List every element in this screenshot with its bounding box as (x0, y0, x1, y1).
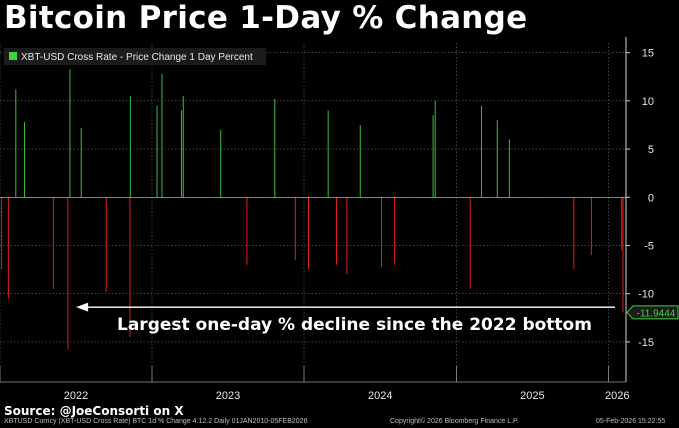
bar (67, 197, 69, 350)
bar (621, 197, 623, 251)
price-change-chart: 15 10 5 0 -5 -10 -15 2022 2023 2024 2025 2026 XBT-U… (0, 37, 679, 400)
bar (182, 96, 184, 198)
legend-label: XBT-USD Cross Rate - Price Change 1 Day … (21, 52, 253, 63)
legend-swatch (9, 52, 17, 60)
y-tick-label: -5 (644, 240, 654, 252)
bar (181, 110, 183, 198)
x-tick-label: 2026 (605, 390, 629, 400)
bar (161, 73, 163, 198)
bar (105, 197, 107, 292)
bar (381, 197, 382, 267)
bar (432, 115, 434, 198)
source-credit: Source: @JoeConsorti on X (4, 404, 184, 418)
bar (308, 197, 310, 270)
y-tick-label: 15 (642, 48, 654, 60)
footer-timestamp: 05-Feb-2026 15:22:55 (596, 418, 666, 425)
footer-security-info: XBTUSD Curncy (XBT-USD Cross Rate) BTC 1… (4, 418, 308, 425)
bar (327, 110, 329, 198)
legend-box (4, 48, 266, 65)
bar (52, 197, 54, 289)
bar (590, 197, 592, 256)
page-title: Bitcoin Price 1-Day % Change (4, 0, 528, 36)
bar (346, 197, 348, 275)
y-tick-label: 0 (648, 192, 654, 204)
bar (622, 197, 624, 313)
bar (508, 139, 510, 198)
last-value-label: -11.9444 (637, 308, 676, 319)
x-tick-label: 2023 (216, 390, 240, 400)
bar (469, 197, 471, 289)
bar (434, 100, 436, 198)
bar (336, 197, 337, 265)
bar (156, 105, 158, 198)
bar (24, 122, 26, 198)
x-tick-label: 2024 (368, 390, 392, 400)
annotation-arrow-head (76, 302, 89, 312)
y-tick-label: -10 (638, 289, 654, 301)
x-tick-label: 2025 (520, 390, 544, 400)
y-tick-label: -15 (638, 337, 654, 349)
bar (496, 120, 498, 198)
footer-copyright: Copyright© 2026 Bloomberg Finance L.P. (390, 418, 519, 425)
y-tick-label: 10 (642, 96, 654, 108)
legend: XBT-USD Cross Rate - Price Change 1 Day … (4, 48, 266, 65)
last-value-box (626, 305, 679, 320)
bar (80, 127, 82, 198)
bar (359, 124, 361, 198)
bar (69, 69, 71, 198)
bar (480, 105, 482, 198)
bar (7, 197, 9, 299)
bar (573, 197, 575, 270)
bar (129, 197, 131, 338)
bar (129, 96, 131, 198)
bar (246, 197, 248, 265)
y-tick-label: 5 (648, 144, 654, 156)
annotation-text: Largest one-day % decline since the 2022… (117, 315, 592, 335)
bar (294, 197, 296, 260)
bar (393, 197, 395, 265)
bar (274, 98, 276, 198)
bar (220, 129, 222, 198)
last-value-callout: -11.9444 (626, 305, 679, 320)
bar (1, 197, 3, 270)
x-tick-label: 2022 (64, 390, 88, 400)
bar (15, 89, 17, 198)
